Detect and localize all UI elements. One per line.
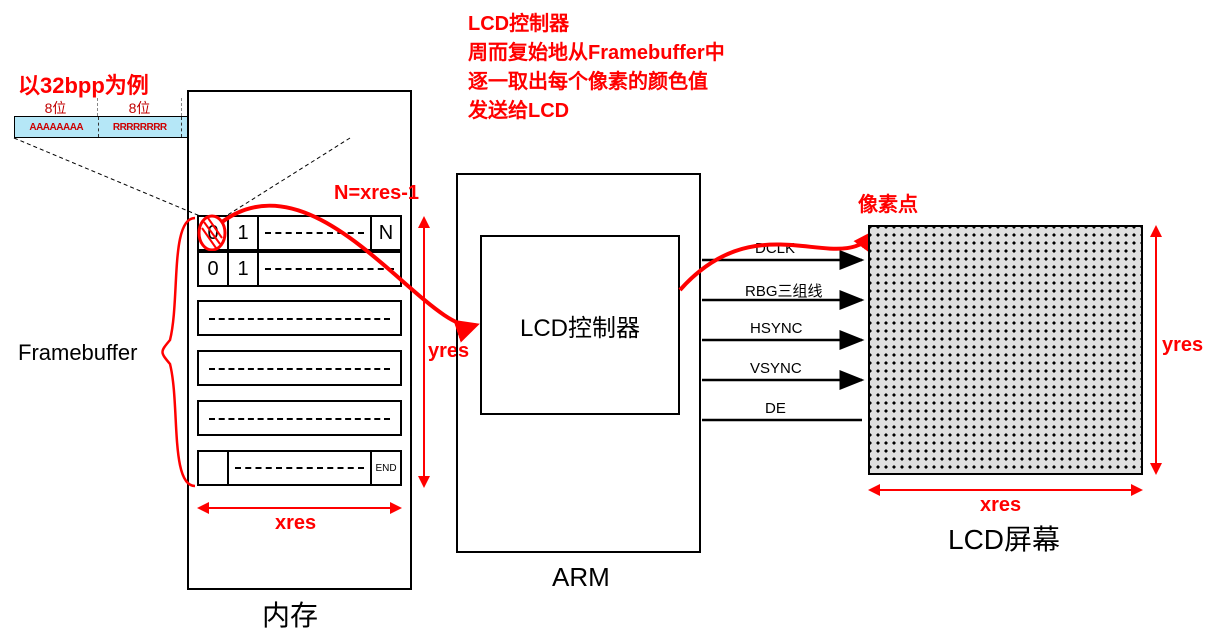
fb-cell-r1-1: 1 (229, 217, 259, 249)
signal-label-0: DCLK (755, 240, 795, 257)
fb-cell-r1-n: N (370, 217, 400, 249)
lcd-yres-label: yres (1162, 334, 1203, 357)
arm-caption: ARM (552, 562, 610, 593)
fb-row-2: 0 1 (197, 251, 402, 287)
lcd-controller-label: LCD控制器 (520, 308, 640, 343)
lcd-controller-box: LCD控制器 (480, 235, 680, 415)
pixel-point-label: 像素点 (858, 188, 918, 217)
pixel-seg-a: AAAAAAAA (15, 117, 99, 137)
desc-line-3: 发送给LCD (468, 97, 725, 126)
fb-row-1: 0 1 N (197, 215, 402, 251)
bpp-title: 以32bpp为例 (18, 68, 149, 100)
fb-row-6: END (197, 450, 402, 486)
fb-cell-r2-0: 0 (199, 253, 229, 285)
bits-label-0: 8位 (14, 98, 98, 116)
signal-label-4: DE (765, 400, 786, 417)
mem-xres-label: xres (275, 512, 316, 535)
fb-cell-end: END (370, 452, 400, 484)
desc-line-2: 逐一取出每个像素的颜色值 (468, 68, 725, 97)
lcd-panel (868, 225, 1143, 475)
lcd-dots (870, 227, 1141, 473)
n-formula-label: N=xres-1 (334, 182, 419, 205)
fb-cell-r1-0: 0 (199, 217, 229, 249)
fb-row-3 (197, 300, 402, 336)
fb-row-5 (197, 400, 402, 436)
pixel-seg-r: RRRRRRRR (99, 117, 183, 137)
desc-line-1: 周而复始地从Framebuffer中 (468, 39, 725, 68)
memory-caption: 内存 (262, 594, 318, 634)
desc-line-0: LCD控制器 (468, 10, 725, 39)
desc-text: LCD控制器 周而复始地从Framebuffer中 逐一取出每个像素的颜色值 发… (468, 10, 725, 126)
fb-row-4 (197, 350, 402, 386)
signal-label-2: HSYNC (750, 320, 803, 337)
framebuffer-label: Framebuffer (18, 340, 137, 366)
lcd-xres-label: xres (980, 494, 1021, 517)
signal-label-3: VSYNC (750, 360, 802, 377)
bits-label-1: 8位 (98, 98, 182, 116)
signal-label-1: RBG三组线 (745, 280, 823, 301)
lcd-screen-caption: LCD屏幕 (948, 518, 1060, 558)
fb-cell-r2-1: 1 (229, 253, 259, 285)
